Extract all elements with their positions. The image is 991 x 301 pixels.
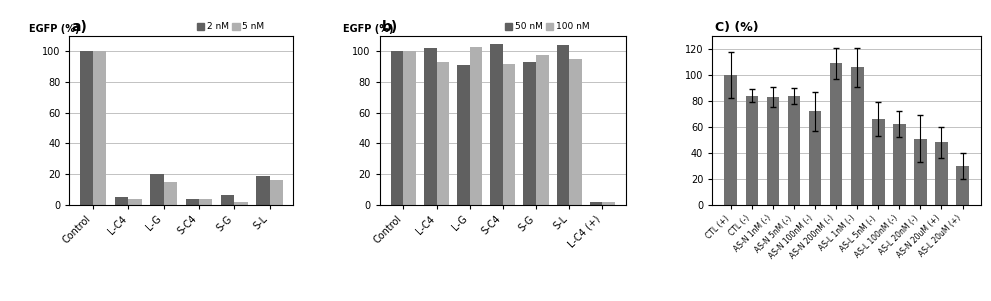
Bar <box>185 199 199 205</box>
Bar <box>829 63 842 205</box>
Bar <box>872 119 885 205</box>
Text: EGFP (%): EGFP (%) <box>29 24 79 34</box>
Bar <box>745 96 758 205</box>
Text: C) (%): C) (%) <box>715 21 758 34</box>
Bar <box>893 124 906 205</box>
Bar <box>457 65 470 205</box>
Text: EGFP (%): EGFP (%) <box>343 24 393 34</box>
Bar <box>79 51 93 205</box>
Bar <box>523 62 536 205</box>
Bar <box>390 51 403 205</box>
Text: a): a) <box>71 20 87 34</box>
Bar <box>557 45 569 205</box>
Bar <box>536 54 549 205</box>
Bar <box>424 48 437 205</box>
Bar <box>437 62 449 205</box>
Bar <box>590 202 603 205</box>
Bar <box>115 197 129 205</box>
Bar <box>956 166 969 205</box>
Bar <box>603 202 614 205</box>
Bar <box>724 75 737 205</box>
Bar <box>164 182 177 205</box>
Bar <box>914 138 927 205</box>
Bar <box>936 142 947 205</box>
Text: b): b) <box>383 20 398 34</box>
Bar <box>767 97 779 205</box>
Bar <box>809 111 822 205</box>
Bar <box>199 199 212 205</box>
Bar <box>502 64 515 205</box>
Bar <box>257 175 270 205</box>
Legend: 2 nM, 5 nM: 2 nM, 5 nM <box>193 19 269 35</box>
Bar <box>569 59 582 205</box>
Bar <box>851 67 863 205</box>
Bar <box>129 199 142 205</box>
Bar <box>470 47 483 205</box>
Bar <box>235 202 248 205</box>
Bar <box>93 51 106 205</box>
Bar <box>151 174 164 205</box>
Bar <box>221 195 235 205</box>
Bar <box>491 44 502 205</box>
Bar <box>403 51 416 205</box>
Bar <box>270 180 283 205</box>
Bar <box>788 96 801 205</box>
Legend: 50 nM, 100 nM: 50 nM, 100 nM <box>501 19 594 35</box>
